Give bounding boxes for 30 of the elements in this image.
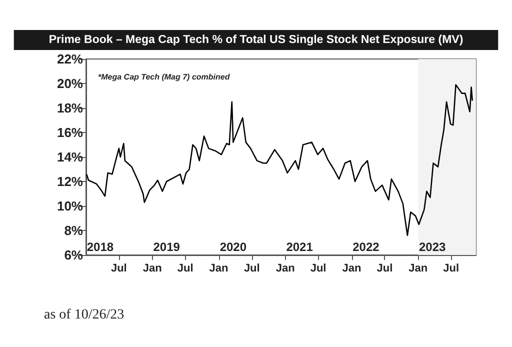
x-tick-label: Jan — [209, 262, 229, 274]
y-tick-label: 14% — [56, 150, 84, 164]
annotation: 2022 — [352, 240, 380, 254]
line-series — [86, 84, 474, 236]
x-tick-label: Jan — [142, 262, 162, 274]
annotation: 2020 — [220, 240, 247, 254]
annotation: *Mega Cap Tech (Mag 7) combined — [98, 72, 231, 82]
y-tick-label: 22% — [56, 52, 84, 66]
chart-title: Prime Book – Mega Cap Tech % of Total US Single Stock Net Exposure (MV) — [48, 34, 464, 46]
x-tick-label: Jan — [342, 262, 362, 274]
x-tick-label: Jan — [276, 262, 296, 274]
text: as of 10/26/23 — [44, 308, 124, 322]
y-tick-label: 6% — [64, 248, 84, 262]
y-tick-label: 16% — [56, 125, 84, 140]
x-tick-label: Jul — [244, 262, 260, 274]
y-tick-label: 12% — [56, 174, 84, 189]
x-tick-label: Jul — [376, 262, 393, 274]
annotation: 2023 — [418, 240, 446, 254]
x-tick-label: Jan — [408, 262, 428, 274]
annotation: 2021 — [286, 240, 314, 254]
y-tick-label: 8% — [64, 223, 84, 238]
y-tick-label: 10% — [56, 198, 84, 214]
x-tick-label: Jul — [443, 262, 460, 274]
annotation: 2018 — [86, 240, 114, 254]
y-tick-label: 20% — [56, 76, 84, 91]
x-tick-label: Jul — [177, 262, 194, 274]
y-tick-label: 18% — [56, 100, 84, 116]
annotation: 2019 — [153, 240, 180, 254]
x-tick-label: Jul — [110, 262, 127, 274]
x-tick-label: Jul — [310, 262, 326, 274]
